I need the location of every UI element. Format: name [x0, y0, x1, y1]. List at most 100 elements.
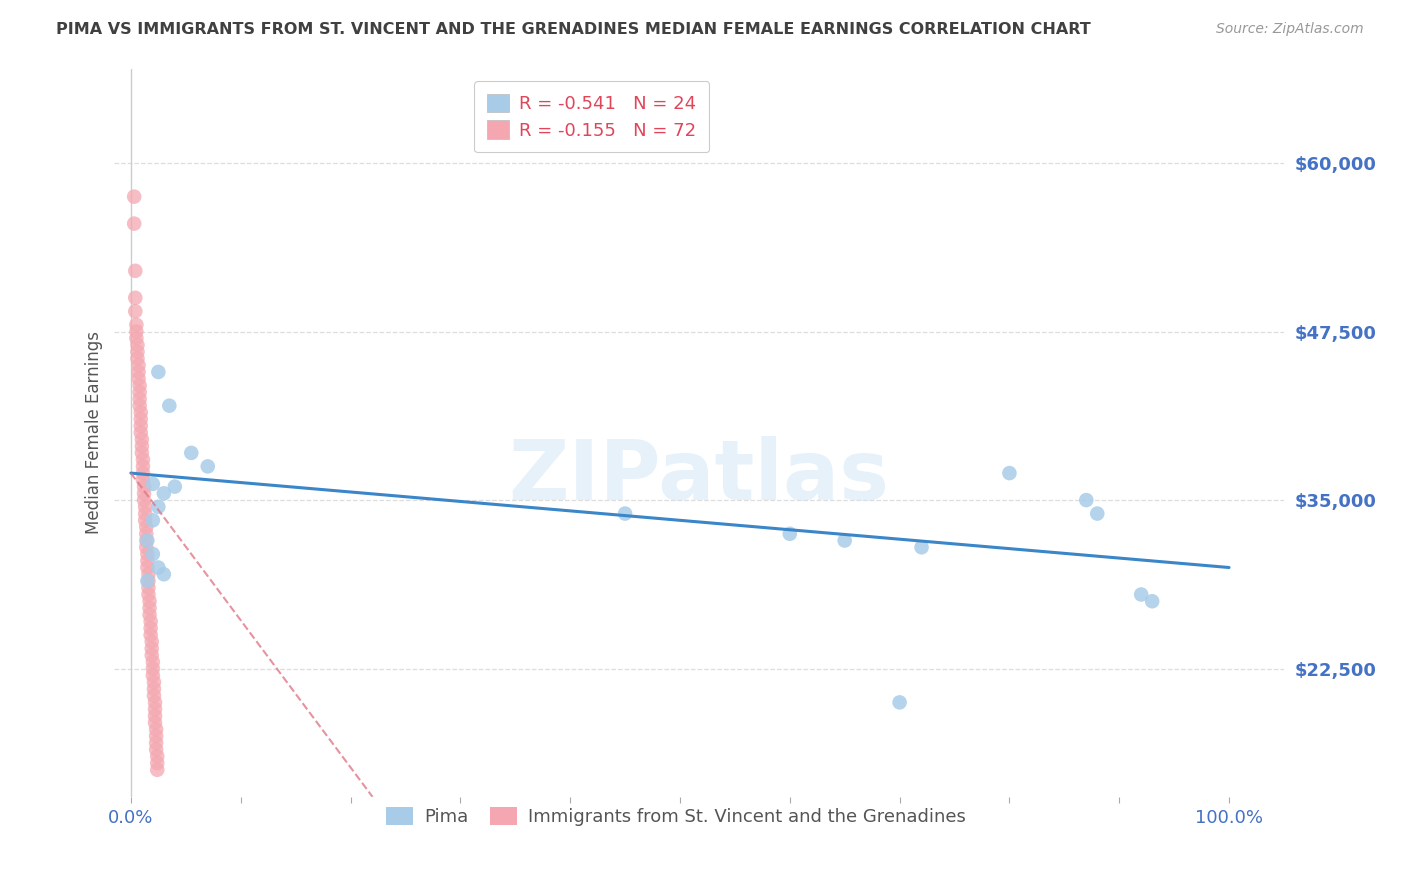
Point — [136, 560, 159, 574]
Point — [145, 729, 167, 743]
Point — [139, 621, 162, 635]
Point — [135, 520, 157, 534]
Point — [142, 513, 165, 527]
Point — [132, 473, 155, 487]
Point — [138, 587, 160, 601]
Point — [127, 344, 149, 359]
Point — [134, 513, 156, 527]
Point — [142, 675, 165, 690]
Point — [138, 594, 160, 608]
Point — [128, 392, 150, 406]
Point — [779, 526, 801, 541]
Point — [125, 331, 148, 345]
Point — [998, 466, 1021, 480]
Point — [145, 742, 167, 756]
Point — [142, 547, 165, 561]
Point — [834, 533, 856, 548]
Point — [132, 466, 155, 480]
Point — [142, 668, 165, 682]
Point — [889, 695, 911, 709]
Point — [129, 405, 152, 419]
Point — [131, 446, 153, 460]
Point — [1130, 587, 1153, 601]
Point — [136, 574, 159, 588]
Point — [127, 351, 149, 366]
Point — [145, 736, 167, 750]
Point — [148, 500, 170, 514]
Point — [142, 476, 165, 491]
Point — [135, 526, 157, 541]
Point — [124, 264, 146, 278]
Point — [129, 418, 152, 433]
Point — [141, 641, 163, 656]
Point — [124, 304, 146, 318]
Point — [128, 399, 150, 413]
Legend: Pima, Immigrants from St. Vincent and the Grenadines: Pima, Immigrants from St. Vincent and th… — [377, 797, 974, 835]
Point — [124, 291, 146, 305]
Point — [128, 358, 150, 372]
Point — [139, 628, 162, 642]
Point — [910, 541, 932, 555]
Point — [148, 560, 170, 574]
Point — [131, 433, 153, 447]
Point — [180, 446, 202, 460]
Point — [145, 723, 167, 737]
Point — [148, 365, 170, 379]
Point — [197, 459, 219, 474]
Point — [139, 615, 162, 629]
Point — [122, 189, 145, 203]
Point — [138, 607, 160, 622]
Point — [128, 378, 150, 392]
Point — [132, 480, 155, 494]
Point — [142, 681, 165, 696]
Point — [129, 412, 152, 426]
Point — [143, 702, 166, 716]
Point — [128, 372, 150, 386]
Point — [138, 567, 160, 582]
Point — [157, 399, 180, 413]
Point — [1140, 594, 1163, 608]
Point — [614, 507, 637, 521]
Point — [1076, 493, 1098, 508]
Point — [143, 695, 166, 709]
Point — [143, 709, 166, 723]
Point — [136, 547, 159, 561]
Text: ZIPatlas: ZIPatlas — [509, 436, 890, 516]
Point — [142, 655, 165, 669]
Point — [125, 318, 148, 332]
Point — [146, 756, 169, 770]
Point — [127, 338, 149, 352]
Point — [136, 533, 159, 548]
Point — [134, 500, 156, 514]
Point — [128, 365, 150, 379]
Point — [128, 385, 150, 400]
Point — [135, 533, 157, 548]
Point — [132, 459, 155, 474]
Point — [142, 662, 165, 676]
Point — [141, 648, 163, 663]
Point — [134, 507, 156, 521]
Point — [141, 634, 163, 648]
Point — [1085, 507, 1108, 521]
Point — [153, 567, 176, 582]
Point — [136, 554, 159, 568]
Point — [146, 749, 169, 764]
Point — [146, 763, 169, 777]
Point — [135, 541, 157, 555]
Y-axis label: Median Female Earnings: Median Female Earnings — [86, 331, 103, 534]
Point — [132, 493, 155, 508]
Point — [143, 715, 166, 730]
Point — [142, 689, 165, 703]
Point — [138, 601, 160, 615]
Point — [163, 480, 186, 494]
Point — [131, 439, 153, 453]
Point — [132, 486, 155, 500]
Point — [122, 217, 145, 231]
Point — [138, 581, 160, 595]
Point — [153, 486, 176, 500]
Text: Source: ZipAtlas.com: Source: ZipAtlas.com — [1216, 22, 1364, 37]
Text: PIMA VS IMMIGRANTS FROM ST. VINCENT AND THE GRENADINES MEDIAN FEMALE EARNINGS CO: PIMA VS IMMIGRANTS FROM ST. VINCENT AND … — [56, 22, 1091, 37]
Point — [138, 574, 160, 588]
Point — [132, 452, 155, 467]
Point — [129, 425, 152, 440]
